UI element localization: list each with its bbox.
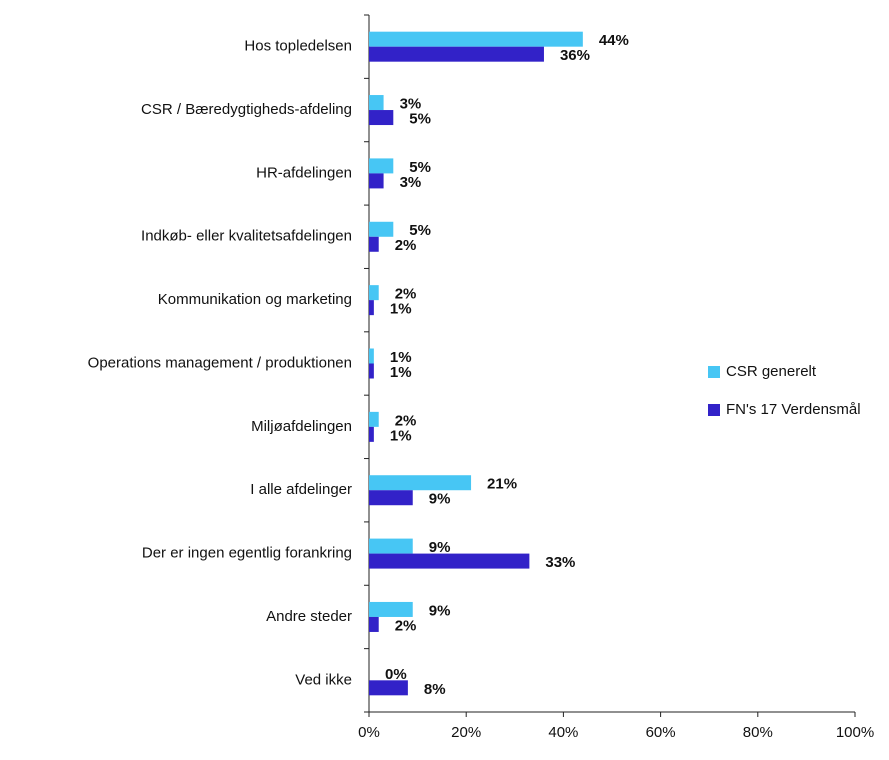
legend-swatch <box>708 366 720 378</box>
bar <box>369 31 583 47</box>
legend-label: CSR generelt <box>726 363 817 380</box>
x-tick-label: 80% <box>743 724 773 741</box>
value-label: 36% <box>560 47 590 64</box>
value-label: 2% <box>395 617 417 634</box>
value-label: 2% <box>395 237 417 254</box>
bar <box>369 300 374 316</box>
value-label: 3% <box>400 174 422 191</box>
bar <box>369 363 374 379</box>
value-label: 9% <box>429 539 451 556</box>
bar <box>369 46 544 62</box>
category-label: Kommunikation og marketing <box>158 291 352 308</box>
value-label: 21% <box>487 476 517 493</box>
bar <box>369 173 384 189</box>
bar <box>369 221 394 237</box>
legend-swatch <box>708 404 720 416</box>
x-tick-label: 60% <box>646 724 676 741</box>
category-label: HR-afdelingen <box>256 164 352 181</box>
bar <box>369 411 379 427</box>
category-label: Operations management / produktionen <box>88 354 352 371</box>
value-label: 8% <box>424 681 446 698</box>
category-label: Miljøafdelingen <box>251 418 352 435</box>
bar <box>369 553 530 569</box>
bar <box>369 348 374 364</box>
bar <box>369 158 394 174</box>
bar <box>369 538 413 554</box>
bar <box>369 285 379 301</box>
bar <box>369 236 379 252</box>
value-label: 2% <box>395 286 417 303</box>
value-label: 44% <box>599 32 629 49</box>
bar <box>369 426 374 442</box>
category-label: Hos topledelsen <box>244 38 352 55</box>
value-label: 9% <box>429 491 451 508</box>
category-label: Der er ingen egentlig forankring <box>142 545 352 562</box>
x-tick-label: 0% <box>358 724 380 741</box>
x-tick-label: 20% <box>451 724 481 741</box>
category-label: Indkøb- eller kvalitetsafdelingen <box>141 228 352 245</box>
x-tick-label: 40% <box>548 724 578 741</box>
category-label: CSR / Bæredygtigheds-afdeling <box>141 101 352 118</box>
value-label: 1% <box>390 364 412 381</box>
value-label: 33% <box>545 554 575 571</box>
category-label: Ved ikke <box>295 671 352 688</box>
value-label: 5% <box>409 111 431 128</box>
bar <box>369 601 413 617</box>
category-label: I alle afdelinger <box>250 481 352 498</box>
bar <box>369 680 408 696</box>
legend-label: FN's 17 Verdensmål <box>726 401 861 418</box>
bar <box>369 475 472 491</box>
value-label: 1% <box>390 427 412 444</box>
bar <box>369 95 384 111</box>
value-label: 5% <box>409 222 431 239</box>
value-label: 2% <box>395 412 417 429</box>
value-label: 1% <box>390 301 412 318</box>
bar <box>369 616 379 632</box>
value-label: 5% <box>409 159 431 176</box>
category-label: Andre steder <box>266 608 352 625</box>
x-tick-label: 100% <box>836 724 874 741</box>
value-label: 0% <box>385 666 407 683</box>
value-label: 9% <box>429 602 451 619</box>
bar <box>369 490 413 506</box>
value-label: 1% <box>390 349 412 366</box>
bar <box>369 110 394 126</box>
value-label: 3% <box>400 96 422 113</box>
